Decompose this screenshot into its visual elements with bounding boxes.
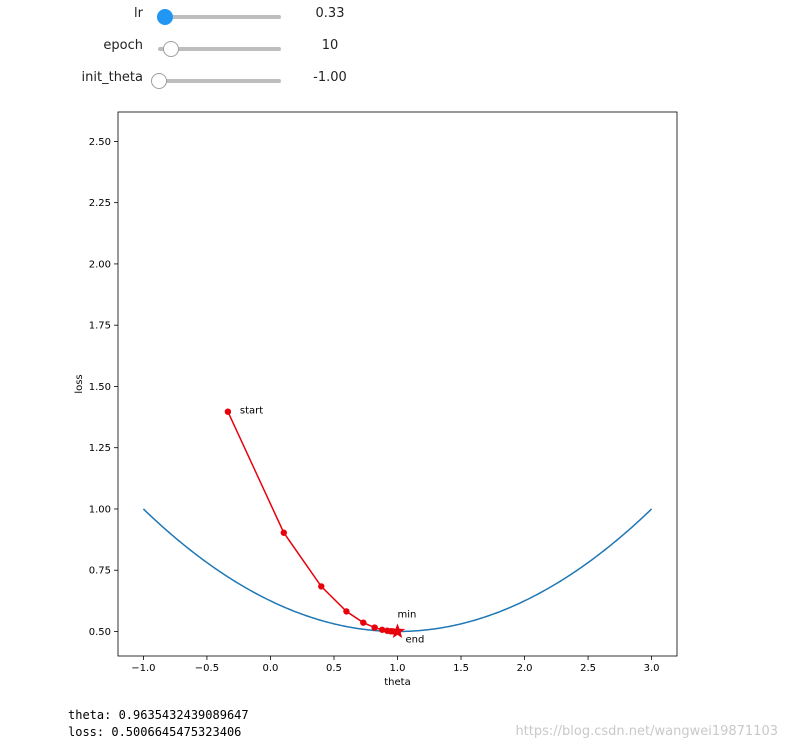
descent-point bbox=[378, 626, 386, 633]
x-tick-label: −0.5 bbox=[195, 663, 219, 674]
loss-chart: −1.0 −0.5 0.0 0.5 1.0 1.5 2.0 2.5 3.0 0.50 0.75 1.0… bbox=[74, 111, 678, 688]
lr-slider-handle[interactable] bbox=[157, 9, 174, 25]
epoch-label: epoch bbox=[103, 38, 143, 53]
y-tick-label: 1.50 bbox=[89, 382, 111, 393]
annotation-end: end bbox=[406, 634, 425, 645]
y-tick-label: 2.00 bbox=[89, 259, 111, 270]
y-axis-label: loss bbox=[74, 374, 85, 393]
descent-point bbox=[360, 619, 367, 626]
x-tick-label: 1.0 bbox=[390, 663, 406, 674]
descent-point bbox=[371, 624, 378, 631]
init-theta-value: -1.00 bbox=[313, 70, 347, 85]
y-tick-label: 2.50 bbox=[89, 137, 111, 148]
y-tick-label: 1.25 bbox=[89, 443, 111, 454]
y-tick-label: 1.75 bbox=[89, 321, 111, 332]
descent-point bbox=[280, 529, 287, 536]
init-theta-slider-track[interactable] bbox=[151, 73, 281, 89]
x-tick-label: −1.0 bbox=[131, 663, 155, 674]
lr-value: 0.33 bbox=[315, 6, 345, 21]
epoch-slider-track[interactable] bbox=[158, 41, 281, 57]
descent-point bbox=[318, 583, 325, 590]
watermark-text: https://blog.csdn.net/wangwei19871103 bbox=[515, 724, 778, 739]
x-tick-label: 0.5 bbox=[326, 663, 342, 674]
descent-point bbox=[224, 408, 232, 415]
x-axis-label: theta bbox=[384, 677, 410, 688]
lr-label: lr bbox=[134, 6, 143, 21]
min-star-marker bbox=[389, 623, 406, 638]
x-tick-label: 2.5 bbox=[580, 663, 596, 674]
y-tick-label: 2.25 bbox=[89, 198, 111, 209]
init-theta-slider-handle[interactable] bbox=[151, 73, 167, 89]
descent-point bbox=[343, 608, 350, 615]
x-tick-label: 2.0 bbox=[517, 663, 533, 674]
x-tick-label: 0.0 bbox=[263, 663, 279, 674]
epoch-slider-handle[interactable] bbox=[163, 41, 180, 57]
loss-output: loss: 0.5006645475323406 bbox=[68, 725, 242, 739]
lr-slider-track[interactable] bbox=[157, 9, 281, 25]
plot-area bbox=[117, 111, 678, 657]
x-tick-label: 3.0 bbox=[644, 663, 660, 674]
y-tick-label: 0.50 bbox=[89, 627, 111, 638]
y-tick-label: 1.00 bbox=[89, 504, 111, 515]
epoch-slider-row: epoch 10 bbox=[0, 34, 400, 62]
init-theta-label: init_theta bbox=[81, 70, 143, 85]
theta-output: theta: 0.9635432439089647 bbox=[68, 708, 249, 722]
x-tick-label: 1.5 bbox=[453, 663, 469, 674]
epoch-value: 10 bbox=[321, 38, 339, 53]
init-theta-slider-row: init_theta -1.00 bbox=[0, 66, 400, 94]
y-tick-label: 0.75 bbox=[89, 566, 111, 577]
annotation-min: min bbox=[398, 609, 417, 620]
lr-slider-row: lr 0.33 bbox=[0, 2, 400, 30]
annotation-start: start bbox=[240, 406, 263, 417]
